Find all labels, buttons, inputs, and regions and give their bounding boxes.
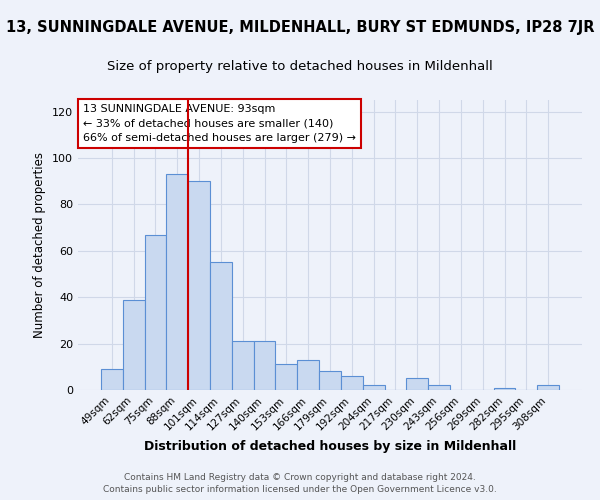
Bar <box>210 262 232 390</box>
Bar <box>341 376 363 390</box>
Text: 13 SUNNINGDALE AVENUE: 93sqm
← 33% of detached houses are smaller (140)
66% of s: 13 SUNNINGDALE AVENUE: 93sqm ← 33% of de… <box>83 104 356 143</box>
Bar <box>101 369 123 390</box>
Bar <box>145 234 166 390</box>
Bar <box>428 386 450 390</box>
Bar <box>406 378 428 390</box>
Bar <box>275 364 297 390</box>
Bar <box>297 360 319 390</box>
Text: 13, SUNNINGDALE AVENUE, MILDENHALL, BURY ST EDMUNDS, IP28 7JR: 13, SUNNINGDALE AVENUE, MILDENHALL, BURY… <box>6 20 594 35</box>
Bar <box>166 174 188 390</box>
Bar <box>232 342 254 390</box>
Bar <box>123 300 145 390</box>
Bar <box>188 181 210 390</box>
Text: Contains HM Land Registry data © Crown copyright and database right 2024.: Contains HM Land Registry data © Crown c… <box>124 472 476 482</box>
Bar <box>363 386 385 390</box>
Bar <box>254 342 275 390</box>
Bar <box>494 388 515 390</box>
Bar <box>319 372 341 390</box>
Y-axis label: Number of detached properties: Number of detached properties <box>34 152 46 338</box>
Text: Contains public sector information licensed under the Open Government Licence v3: Contains public sector information licen… <box>103 485 497 494</box>
Text: Size of property relative to detached houses in Mildenhall: Size of property relative to detached ho… <box>107 60 493 73</box>
X-axis label: Distribution of detached houses by size in Mildenhall: Distribution of detached houses by size … <box>144 440 516 453</box>
Bar <box>537 386 559 390</box>
